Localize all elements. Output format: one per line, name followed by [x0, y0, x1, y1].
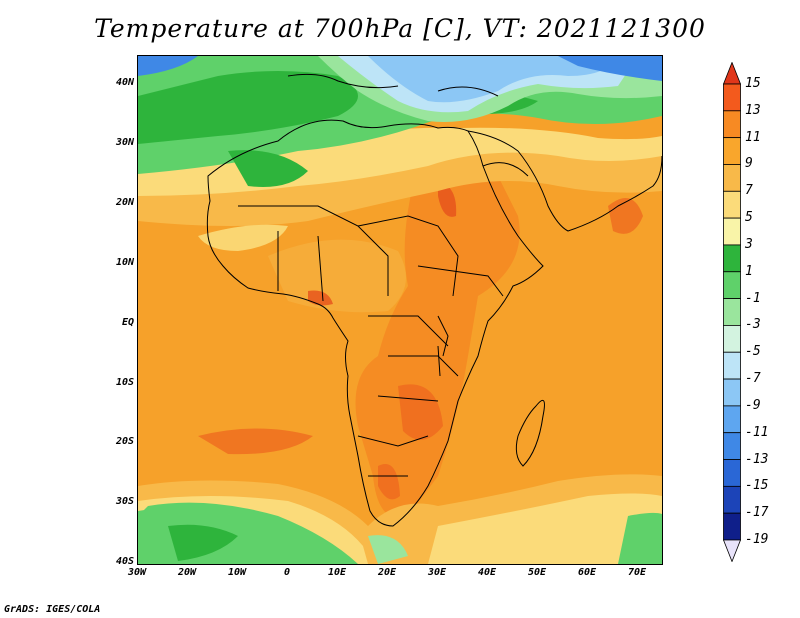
lon-label-40e: 40E — [477, 567, 497, 578]
colorbar-label: 7 — [745, 183, 753, 199]
map-field — [138, 56, 662, 564]
lon-label-10e: 10E — [327, 567, 347, 578]
temperature-map — [137, 55, 663, 565]
lat-label-30s: 30S — [115, 496, 134, 507]
colorbar-label: 13 — [745, 102, 761, 118]
lon-label-30w: 30W — [127, 567, 147, 578]
colorbar-box — [723, 351, 741, 380]
colorbar-label: 5 — [745, 210, 753, 226]
colorbar-box — [723, 459, 741, 487]
colorbar-label: -13 — [745, 451, 769, 467]
colorbar-box — [723, 83, 741, 112]
lat-label-30n: 30N — [115, 137, 134, 148]
lat-label-10n: 10N — [115, 257, 134, 268]
colorbar-label: -7 — [745, 371, 761, 387]
colorbar-label: 11 — [745, 129, 761, 145]
colorbar-box — [723, 217, 741, 246]
colorbar-top-triangle — [723, 62, 741, 85]
map-title: Temperature at 700hPa [C], VT: 202112130… — [94, 14, 706, 43]
colorbar-label: 15 — [745, 76, 761, 91]
colorbar-label: -17 — [745, 505, 769, 521]
colorbar-box — [723, 378, 741, 407]
lon-label-50e: 50E — [527, 567, 547, 578]
lat-label-20s: 20S — [115, 436, 134, 447]
colorbar-label: -11 — [745, 424, 769, 440]
colorbar-box — [723, 512, 741, 541]
colorbar-label: -19 — [745, 532, 769, 547]
colorbar-label: -9 — [745, 397, 761, 413]
colorbar-box — [723, 432, 741, 460]
colorbar-box — [723, 298, 741, 326]
colorbar-box — [723, 137, 741, 165]
colorbar-box — [723, 271, 741, 299]
colorbar-label: 3 — [745, 236, 753, 252]
colorbar-box — [723, 164, 741, 192]
colorbar-label: -15 — [745, 478, 769, 494]
colorbar-box — [723, 244, 741, 273]
lat-label-10s: 10S — [115, 377, 134, 388]
lon-label-20w: 20W — [177, 567, 197, 578]
colorbar-box — [723, 325, 741, 353]
colorbar-label: 9 — [745, 156, 753, 172]
lon-label-0: 0 — [283, 567, 291, 578]
lon-label-20e: 20E — [377, 567, 397, 578]
lat-label-eq: EQ — [121, 317, 134, 328]
lon-label-70e: 70E — [627, 567, 647, 578]
colorbar-box — [723, 190, 741, 219]
lat-label-40n: 40N — [115, 77, 134, 88]
colorbar-label: -3 — [745, 317, 761, 333]
colorbar-label: 1 — [745, 263, 753, 279]
lat-label-20n: 20N — [115, 197, 134, 208]
colorbar-label: -1 — [745, 290, 761, 306]
grads-credit: GrADS: IGES/COLA — [4, 604, 101, 615]
coastlines — [206, 73, 662, 527]
colorbar-label: -5 — [745, 344, 761, 360]
colorbar — [723, 62, 741, 562]
lat-label-40s: 40S — [115, 556, 134, 567]
lon-label-60e: 60E — [577, 567, 597, 578]
colorbar-box — [723, 485, 741, 514]
lon-label-30e: 30E — [427, 567, 447, 578]
colorbar-box — [723, 405, 741, 434]
colorbar-box — [723, 110, 741, 139]
colorbar-bottom-triangle — [723, 539, 741, 562]
lon-label-10w: 10W — [227, 567, 247, 578]
